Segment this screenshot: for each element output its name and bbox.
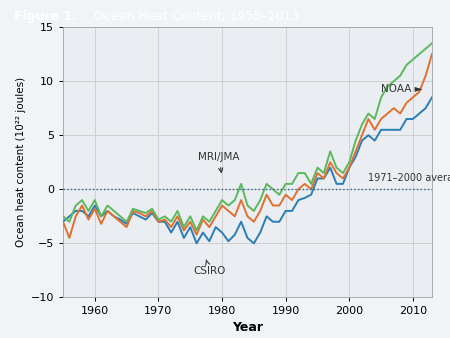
Text: NOAA ►: NOAA ► xyxy=(381,84,423,94)
Text: Ocean Heat Content, 1955–2013: Ocean Heat Content, 1955–2013 xyxy=(86,10,299,23)
Text: CSIRO: CSIRO xyxy=(193,260,225,276)
Y-axis label: Ocean heat content (10²² joules): Ocean heat content (10²² joules) xyxy=(17,77,27,247)
Text: MRI/JMA: MRI/JMA xyxy=(198,152,239,172)
Text: 1971–2000 average: 1971–2000 average xyxy=(369,173,450,183)
X-axis label: Year: Year xyxy=(232,321,263,334)
Text: Figure 1.: Figure 1. xyxy=(14,10,76,23)
